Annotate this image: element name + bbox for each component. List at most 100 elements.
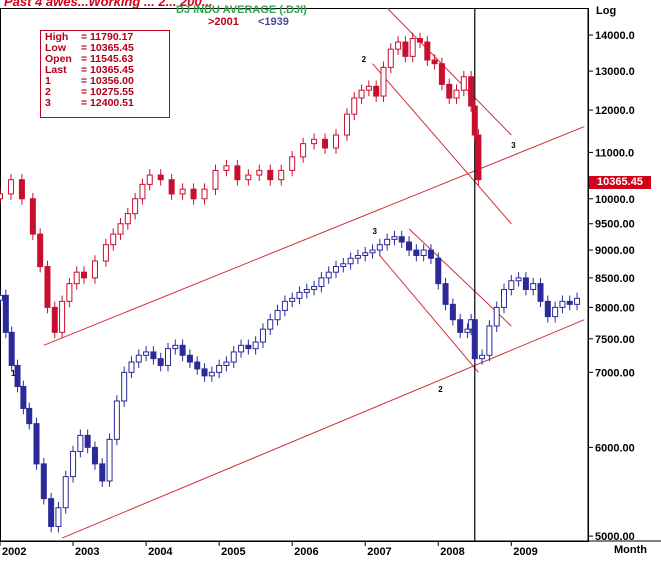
candle-body <box>427 249 434 259</box>
candle-body <box>420 249 427 256</box>
candle-body <box>281 300 288 311</box>
candle-body <box>194 361 201 370</box>
series-legend-1939: <1939 <box>258 16 289 28</box>
candle-body <box>398 236 405 243</box>
info-row-low: Low = 10365.45 <box>45 42 134 54</box>
candle-body <box>457 319 464 333</box>
candle-body <box>18 179 25 200</box>
candle-body <box>102 244 109 262</box>
wave-label: 1 <box>11 369 16 378</box>
candle-body <box>157 174 164 181</box>
candle-body <box>493 306 500 327</box>
candle-body <box>91 260 98 279</box>
candle-body <box>409 38 416 57</box>
candle-body <box>311 138 318 145</box>
candle-body <box>128 361 135 373</box>
candle-body <box>77 434 84 452</box>
candle-body <box>566 300 573 305</box>
candle-body <box>373 85 380 97</box>
candle-body <box>110 233 117 246</box>
candle-body <box>124 213 131 225</box>
candle-body <box>449 303 456 321</box>
candle-body <box>406 241 413 251</box>
candle-body <box>468 76 475 107</box>
candle-body <box>435 257 442 285</box>
candle-body <box>245 174 252 181</box>
candle-body <box>362 252 369 256</box>
candle-body <box>322 138 329 149</box>
candle-body <box>179 344 186 356</box>
candle-body <box>40 463 47 500</box>
candle-body <box>2 294 9 333</box>
trendline-falling-lower-1939 <box>379 255 479 373</box>
x-tick-label: 2008 <box>440 546 464 558</box>
candle-body <box>150 351 157 360</box>
candle-body <box>190 188 197 200</box>
candle-body <box>223 361 230 366</box>
candle-body <box>431 59 438 65</box>
candle-body <box>479 354 486 360</box>
candle-body <box>274 309 281 321</box>
candle-body <box>347 257 354 265</box>
x-tick-label: 2009 <box>513 546 537 558</box>
x-tick-label: 2002 <box>2 546 26 558</box>
candle-body <box>303 288 310 293</box>
candle-body <box>387 48 394 68</box>
candle-body <box>48 498 55 527</box>
candle-body <box>106 438 113 482</box>
wave-label: 2 <box>362 55 367 64</box>
candle-body <box>0 193 3 200</box>
last-price-tag: 10365.45 <box>589 176 651 189</box>
candle-body <box>216 364 223 373</box>
candle-body <box>62 476 69 509</box>
candle-body <box>20 385 27 409</box>
info-row-open: Open = 11545.63 <box>45 53 134 65</box>
wave-label: 2 <box>438 385 443 394</box>
candle-body <box>0 294 3 301</box>
candle-body <box>333 266 339 273</box>
candle-body <box>33 423 40 465</box>
candle-body <box>453 89 460 99</box>
trendline-upper-channel-support <box>43 126 585 346</box>
candle-body <box>460 76 467 91</box>
candle-body <box>537 283 544 302</box>
info-box: High = 11790.17 Low = 10365.45 Open = 11545… <box>40 30 170 118</box>
candle-body <box>157 358 164 366</box>
candle-body <box>238 344 245 353</box>
trendline-falling-lower <box>372 63 512 225</box>
candle-body <box>179 188 186 195</box>
candle-body <box>259 328 266 343</box>
candle-body <box>365 85 372 91</box>
candle-body <box>168 179 175 195</box>
candle-body <box>289 297 296 302</box>
candle-body <box>413 249 420 256</box>
candle-body <box>73 271 80 285</box>
candle-body <box>296 291 303 299</box>
candle-body <box>113 400 120 440</box>
candle-body <box>300 143 307 158</box>
candle-body <box>245 344 252 350</box>
candle-body <box>51 306 58 333</box>
scale-label: Log <box>596 5 617 17</box>
candle-body <box>369 249 376 254</box>
trendline-falling-upper <box>386 7 512 136</box>
candle-body <box>212 169 219 190</box>
candle-body <box>165 348 171 366</box>
candle-body <box>99 463 106 482</box>
candle-body <box>172 344 179 350</box>
trendline-lower-channel-1939 <box>61 319 585 539</box>
candle-body <box>544 300 551 318</box>
candle-body <box>442 283 449 305</box>
wave-label: 3 <box>373 227 378 236</box>
candle-body <box>424 41 431 61</box>
y-tick-label: 6000.00 <box>595 442 635 454</box>
candle-body <box>14 364 21 387</box>
candle-body <box>417 38 423 43</box>
candle-body <box>438 63 445 85</box>
candle-body <box>340 263 347 268</box>
candle-body <box>132 198 139 215</box>
y-tick-label: 13000.0 <box>595 66 635 78</box>
candle-body <box>325 271 332 279</box>
x-tick-label: 2005 <box>221 546 245 558</box>
